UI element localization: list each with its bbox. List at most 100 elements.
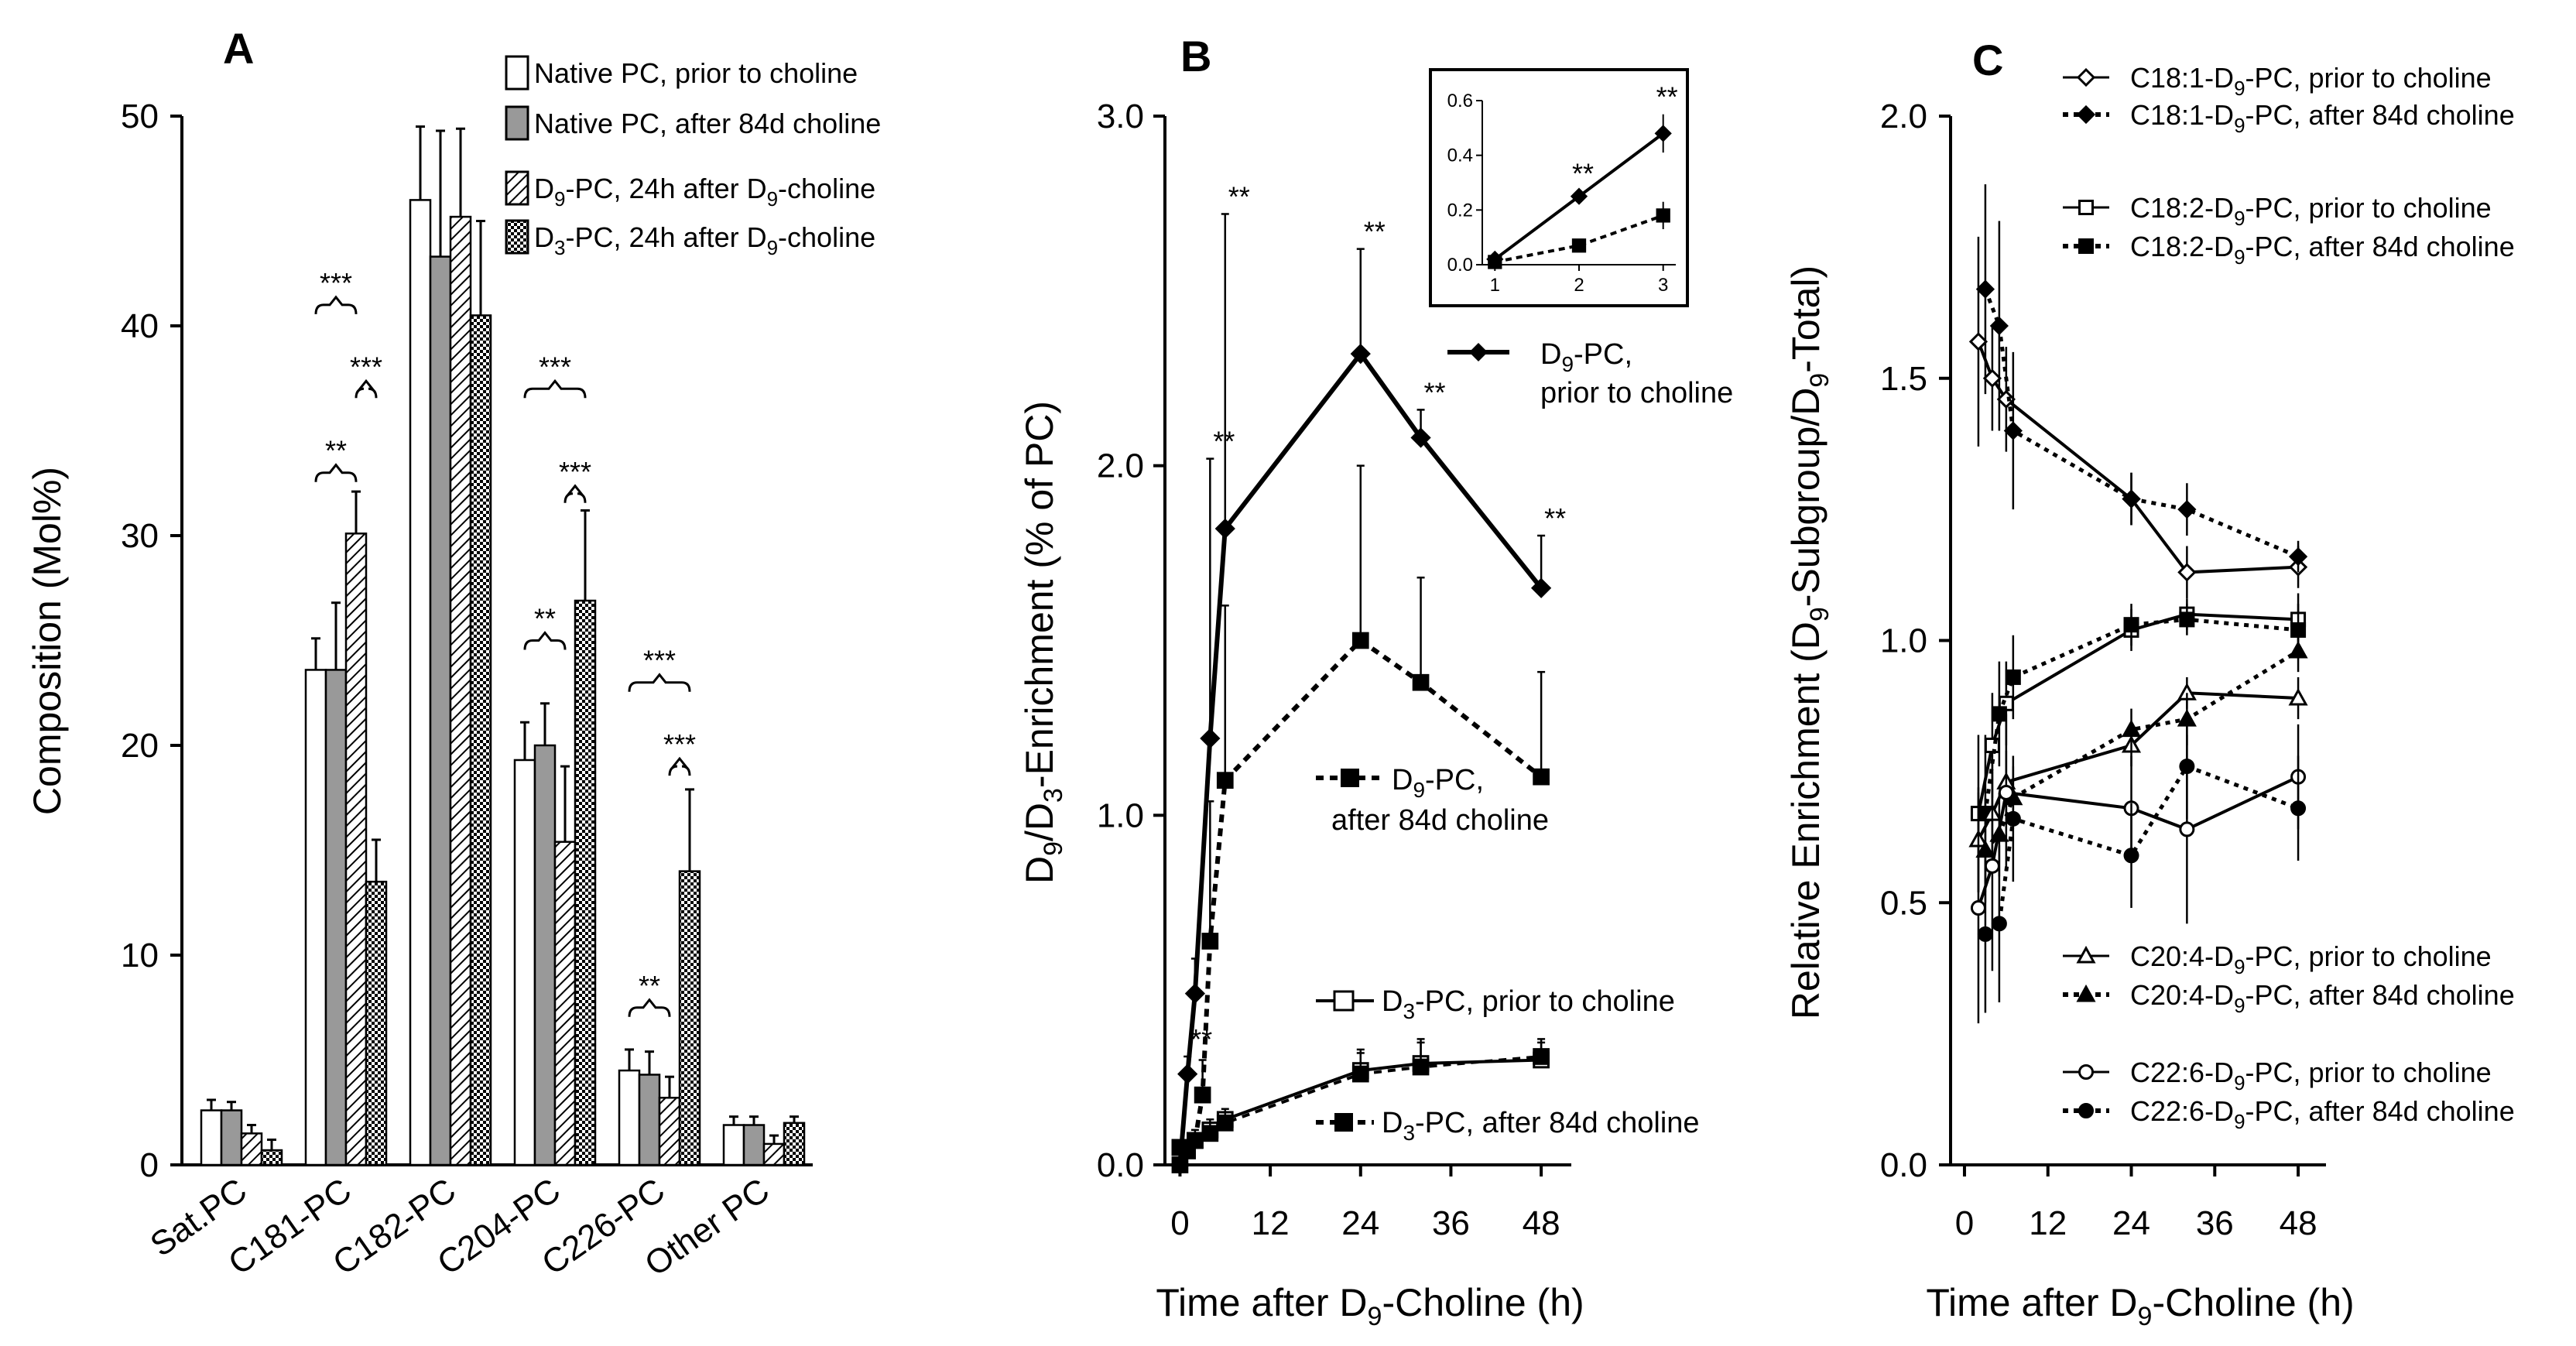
series-line — [1983, 288, 2300, 559]
c-legend-marker — [2078, 238, 2094, 254]
data-point — [1410, 427, 1431, 448]
a-ytick-label: 20 — [121, 727, 159, 765]
panel-a-y-axis-title: Composition (Mol%) — [26, 467, 69, 815]
inset-significance-label: ** — [1572, 158, 1594, 190]
data-point — [1530, 577, 1552, 598]
a-ytick-label: 30 — [121, 517, 159, 555]
legend-swatch-native-after — [505, 105, 529, 141]
c-ytick-label: 0.0 — [1880, 1146, 1927, 1184]
inset-series: ** ** — [1486, 81, 1678, 269]
legend-label-native-prior: Native PC, prior to choline — [534, 57, 858, 89]
bar — [344, 533, 368, 1166]
panel-letter-b: B — [1180, 32, 1211, 80]
data-point — [1533, 768, 1550, 786]
legend-label-d3-24h: D3-PC, 24h after D9-choline — [534, 221, 875, 259]
data-point — [1216, 1114, 1234, 1132]
data-point — [1968, 332, 1989, 351]
bar — [469, 314, 492, 1166]
c-ytick-label: 1.5 — [1880, 360, 1927, 398]
panel-b-series: ** ** ** ** ** ** — [1170, 180, 1566, 1176]
significance-label: ** — [1228, 180, 1250, 212]
inset-series-line — [1494, 214, 1664, 264]
inset-xtick-label: 1 — [1490, 275, 1500, 296]
bar — [409, 199, 432, 1166]
c-legend-marker — [2076, 104, 2096, 125]
data-point — [1194, 1086, 1211, 1104]
a-ytick-label: 40 — [121, 307, 159, 345]
panel-b-inset: 0.0 0.2 0.4 0.6 1 2 3 ** ** — [1429, 68, 1689, 307]
ann-d9-after-line1: D9-PC, — [1392, 764, 1484, 802]
significance-bracket — [628, 998, 671, 1017]
bar — [618, 1069, 641, 1166]
ann-d9-after-marker — [1341, 769, 1359, 787]
c-legend-marker — [2076, 67, 2096, 87]
inset-data-point — [1570, 187, 1588, 205]
panel-b: B 0.01.02.03.0 0 12 24 36 48 D9/D3-Enrichmen… — [1018, 32, 1733, 1331]
bar — [200, 1109, 223, 1166]
bar — [762, 1142, 786, 1166]
panel-a-bars — [200, 125, 806, 1166]
significance-bracket — [314, 295, 358, 314]
data-point — [1177, 1063, 1198, 1084]
data-point — [1187, 1132, 1204, 1149]
data-point — [2123, 617, 2139, 633]
significance-bracket — [628, 673, 691, 692]
bar — [449, 215, 472, 1166]
data-point — [2123, 848, 2139, 864]
significance-label: ** — [1190, 1023, 1212, 1055]
series-line — [1177, 637, 1543, 1166]
b-xtick-label: 24 — [1341, 1204, 1379, 1242]
data-point — [1201, 1125, 1219, 1142]
data-point — [2288, 687, 2308, 706]
c-legend-marker — [2076, 945, 2096, 964]
series-line — [1984, 764, 2299, 936]
c-legend-label: C18:1-D9-PC, after 84d choline — [2130, 99, 2515, 137]
data-point — [1991, 706, 2007, 722]
significance-label: ** — [1213, 426, 1235, 457]
significance-bracket — [523, 631, 567, 650]
data-point — [1351, 632, 1369, 649]
bar — [304, 669, 327, 1166]
inset-ytick-label: 0.2 — [1447, 200, 1473, 221]
panel-b-y-axis-title: D9/D3-Enrichment (% of PC) — [1018, 401, 1068, 884]
legend-swatch-native-prior — [505, 55, 529, 91]
a-ytick-label: 50 — [121, 98, 159, 135]
data-point — [2179, 759, 2195, 775]
inset-xtick-label: 3 — [1658, 275, 1668, 296]
data-point — [2177, 500, 2197, 519]
b-ytick-label: 2.0 — [1097, 447, 1144, 485]
panel-a-x-ticks: Sat.PCC181-PCC182-PCC204-PCC226-PCOther … — [143, 1171, 776, 1283]
c-ytick-label: 2.0 — [1880, 98, 1927, 135]
panel-a-legend: Native PC, prior to choline Native PC, a… — [505, 55, 881, 259]
panel-b-annotations: D9-PC, prior to choline D9-PC, after 84d… — [1316, 338, 1733, 1145]
a-ytick-label: 10 — [121, 937, 159, 974]
c-legend-marker — [2078, 1103, 2094, 1118]
data-point — [2290, 800, 2307, 817]
panel-b-x-axis-title: Time after D9-Choline (h) — [1156, 1281, 1584, 1331]
data-point — [1991, 916, 2007, 932]
legend-label-d9-24h: D9-PC, 24h after D9-choline — [534, 173, 875, 211]
c-xtick-label: 36 — [2196, 1204, 2234, 1242]
panel-letter-c: C — [1972, 36, 2003, 84]
c-legend-label: C20:4-D9-PC, after 84d choline — [2130, 979, 2515, 1017]
data-point — [1412, 1058, 1430, 1076]
significance-label: *** — [539, 351, 571, 382]
data-point — [1970, 900, 1986, 916]
series-line — [1983, 617, 2299, 814]
data-point — [2121, 719, 2142, 738]
data-point — [2122, 489, 2141, 509]
data-point — [1201, 933, 1219, 950]
c-legend-label: C22:6-D9-PC, after 84d choline — [2130, 1095, 2515, 1133]
significance-bracket — [564, 484, 587, 503]
ann-d3-prior-label: D3-PC, prior to choline — [1382, 985, 1675, 1023]
b-xtick-label: 0 — [1170, 1204, 1189, 1242]
significance-bracket — [523, 378, 587, 399]
data-point — [2005, 810, 2021, 827]
bar — [722, 1124, 745, 1166]
c-ytick-label: 1.0 — [1880, 622, 1927, 660]
ann-d9-prior-line1: D9-PC, — [1540, 338, 1632, 376]
bar — [513, 759, 536, 1166]
bar — [638, 1074, 661, 1166]
c-legend-label: C20:4-D9-PC, prior to choline — [2130, 940, 2492, 978]
